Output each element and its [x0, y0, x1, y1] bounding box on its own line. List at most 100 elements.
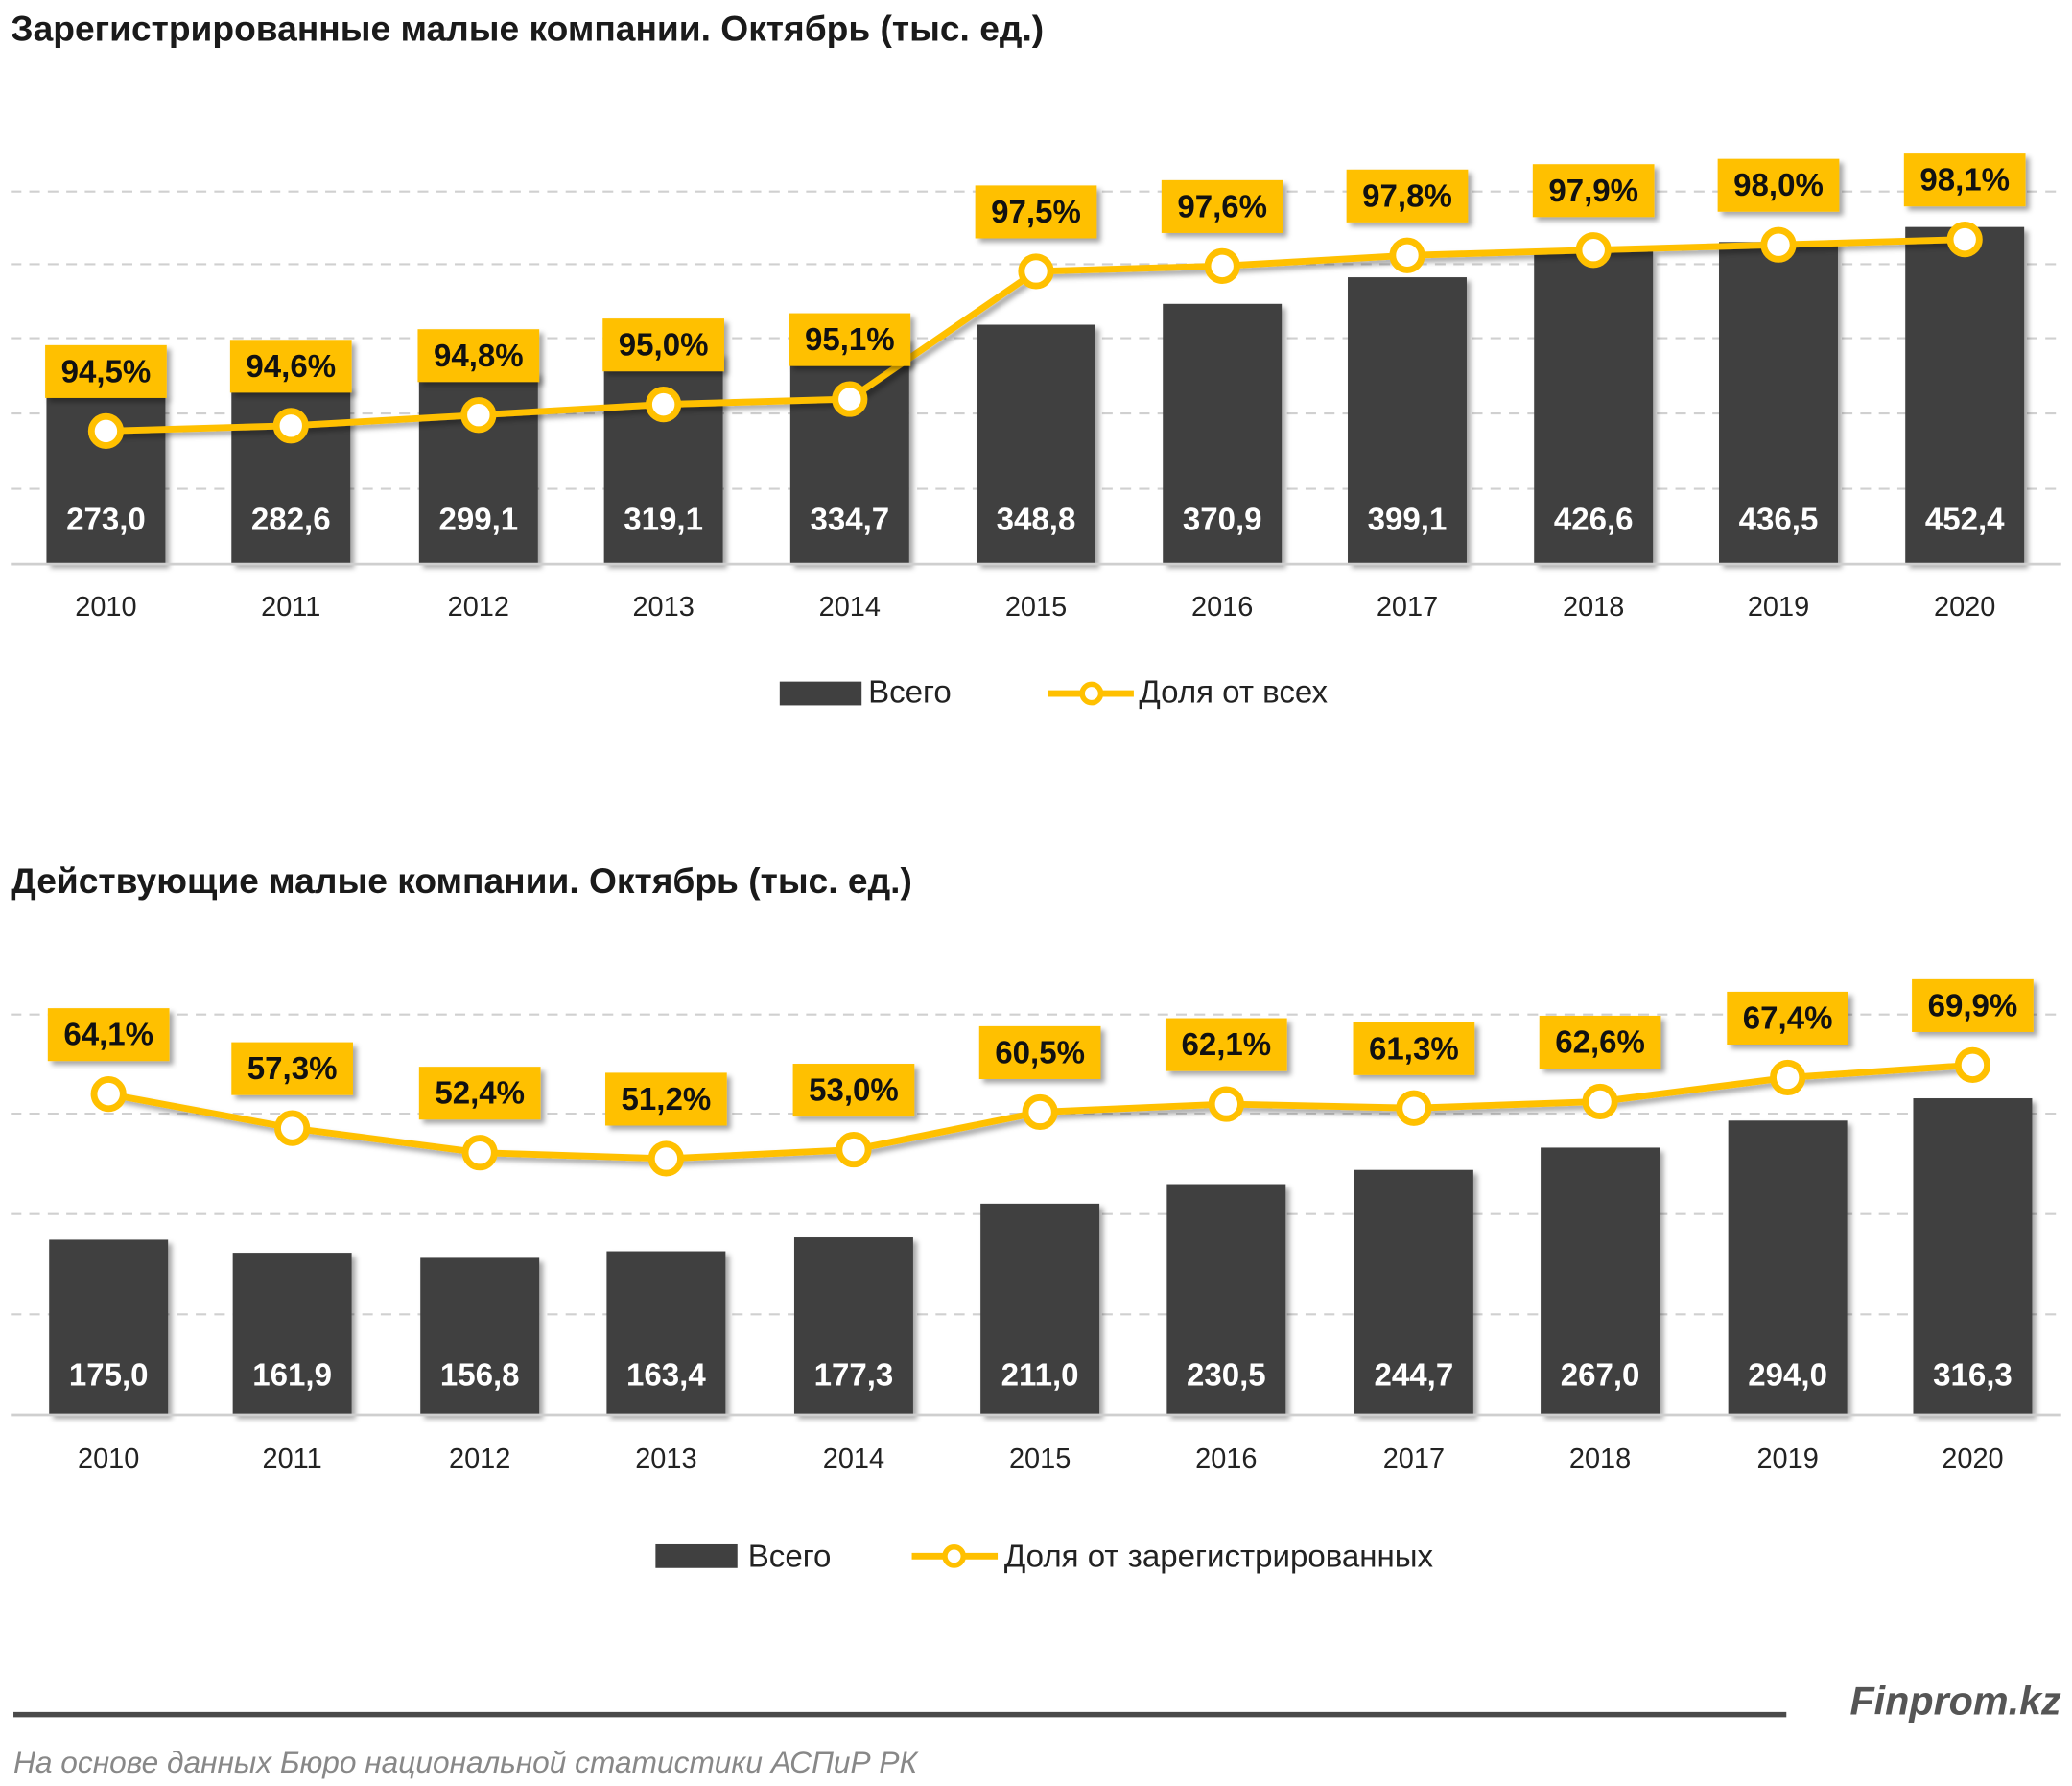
x-tick-label: 2010	[75, 592, 136, 623]
line-marker	[832, 381, 868, 417]
chart1-title: Зарегистрированные малые компании. Октяб…	[11, 9, 1044, 49]
pct-label: 95,0%	[619, 328, 709, 364]
line-marker	[274, 1110, 311, 1146]
pct-label: 64,1%	[63, 1018, 153, 1053]
x-tick-label: 2017	[1383, 1444, 1445, 1474]
pct-label-box	[605, 1072, 727, 1126]
bar-value-label: 211,0	[1001, 1358, 1079, 1394]
bar-value-label: 273,0	[66, 502, 146, 537]
legend-bar-label: Всего	[868, 675, 952, 711]
bar-value-label: 282,6	[251, 502, 331, 537]
pct-label-box	[418, 1067, 541, 1120]
line-marker	[1396, 1090, 1432, 1126]
chart1-legend: Всего Доля от всех	[779, 675, 1329, 711]
bar	[793, 1237, 913, 1416]
line-marker	[90, 1076, 127, 1113]
x-tick-label: 2013	[635, 1444, 696, 1474]
x-tick-label: 2012	[448, 592, 509, 623]
x-tick-label: 2019	[1756, 1444, 1818, 1474]
x-tick-label: 2012	[449, 1444, 510, 1474]
pct-label: 98,0%	[1733, 168, 1824, 203]
pct-label-box	[1165, 1018, 1287, 1071]
source-note: На основе данных Бюро национальной стати…	[13, 1745, 920, 1779]
legend-bar-swatch	[655, 1543, 738, 1568]
legend-bar-label: Всего	[748, 1539, 832, 1574]
line-marker	[1204, 247, 1240, 284]
line-marker	[1946, 222, 1983, 258]
bar	[977, 324, 1095, 565]
line-marker	[1389, 237, 1425, 273]
pct-label: 53,0%	[809, 1073, 899, 1109]
bar-value-label: 156,8	[440, 1358, 520, 1394]
x-tick-label: 2018	[1569, 1444, 1631, 1474]
bar	[232, 1253, 352, 1416]
x-tick-label: 2011	[263, 1444, 322, 1474]
line-marker	[1770, 1059, 1806, 1096]
pct-label-box	[1532, 164, 1655, 218]
bar-value-label: 399,1	[1368, 502, 1448, 537]
x-tick-label: 2017	[1377, 592, 1438, 623]
x-tick-label: 2018	[1563, 592, 1624, 623]
bar-value-label: 177,3	[814, 1358, 894, 1394]
pct-label: 67,4%	[1743, 1000, 1833, 1036]
line-marker	[1018, 253, 1054, 290]
line-marker	[1208, 1086, 1244, 1122]
pct-label: 94,6%	[246, 349, 336, 385]
pct-label-box	[1717, 158, 1840, 212]
pct-label: 51,2%	[622, 1082, 712, 1117]
bar-value-label: 452,4	[1925, 502, 2005, 537]
pct-label-box	[229, 340, 352, 393]
x-tick-label: 2014	[819, 592, 881, 623]
pct-label-box	[1912, 978, 2034, 1032]
bar	[1163, 303, 1283, 565]
x-tick-label: 2016	[1195, 1444, 1257, 1474]
bar	[420, 1257, 540, 1416]
pct-label: 94,8%	[434, 339, 524, 374]
line-marker	[460, 397, 497, 434]
line-marker	[646, 387, 682, 423]
pct-label-box	[1903, 153, 2026, 207]
line-marker	[648, 1140, 684, 1177]
bar	[1913, 1098, 2033, 1416]
legend-line-label: Доля от всех	[1139, 675, 1328, 711]
pct-label-box	[231, 1042, 353, 1095]
bar	[1354, 1169, 1473, 1416]
pct-label-box	[1161, 179, 1283, 233]
pct-label-box	[792, 1064, 915, 1117]
bar	[980, 1203, 1100, 1416]
pct-label: 97,6%	[1177, 189, 1267, 224]
bar-value-label: 319,1	[624, 502, 703, 537]
pct-label-box	[417, 329, 540, 383]
pct-label-box	[47, 1008, 170, 1062]
bar	[606, 1251, 726, 1416]
x-tick-label: 2015	[1009, 1444, 1071, 1474]
pct-label: 97,9%	[1548, 174, 1638, 209]
bar	[49, 1239, 169, 1416]
pct-label: 69,9%	[1928, 988, 2018, 1023]
bar-value-label: 244,7	[1375, 1358, 1454, 1394]
line-marker	[1582, 1083, 1618, 1120]
legend-marker-icon	[1079, 681, 1104, 706]
bar-value-label: 370,9	[1183, 502, 1262, 537]
x-tick-label: 2013	[632, 592, 694, 623]
line-marker	[1954, 1046, 1991, 1083]
bar	[1541, 1147, 1660, 1416]
x-tick-label: 2015	[1005, 592, 1067, 623]
pct-label: 98,1%	[1919, 163, 2010, 199]
pct-label-box	[1353, 1022, 1475, 1075]
chart2-plot: 175,0 2010 161,9 2011 156,8 2012 163,4 2013 177,…	[11, 978, 2061, 1474]
x-tick-label: 2016	[1191, 592, 1253, 623]
bar-value-label: 436,5	[1739, 502, 1819, 537]
line-marker	[272, 408, 309, 444]
chart2-legend: Всего Доля от зарегистрированных	[655, 1539, 1434, 1574]
bar-value-label: 267,0	[1561, 1358, 1640, 1394]
line-marker	[1022, 1093, 1058, 1131]
bar	[1534, 251, 1654, 565]
brand-logo: Finprom.kz	[1849, 1680, 2061, 1724]
x-tick-label: 2014	[823, 1444, 884, 1474]
pct-label: 62,6%	[1555, 1025, 1645, 1061]
pct-label: 97,8%	[1362, 178, 1452, 214]
pct-label-box	[789, 313, 911, 366]
legend-bar-swatch	[779, 681, 862, 706]
